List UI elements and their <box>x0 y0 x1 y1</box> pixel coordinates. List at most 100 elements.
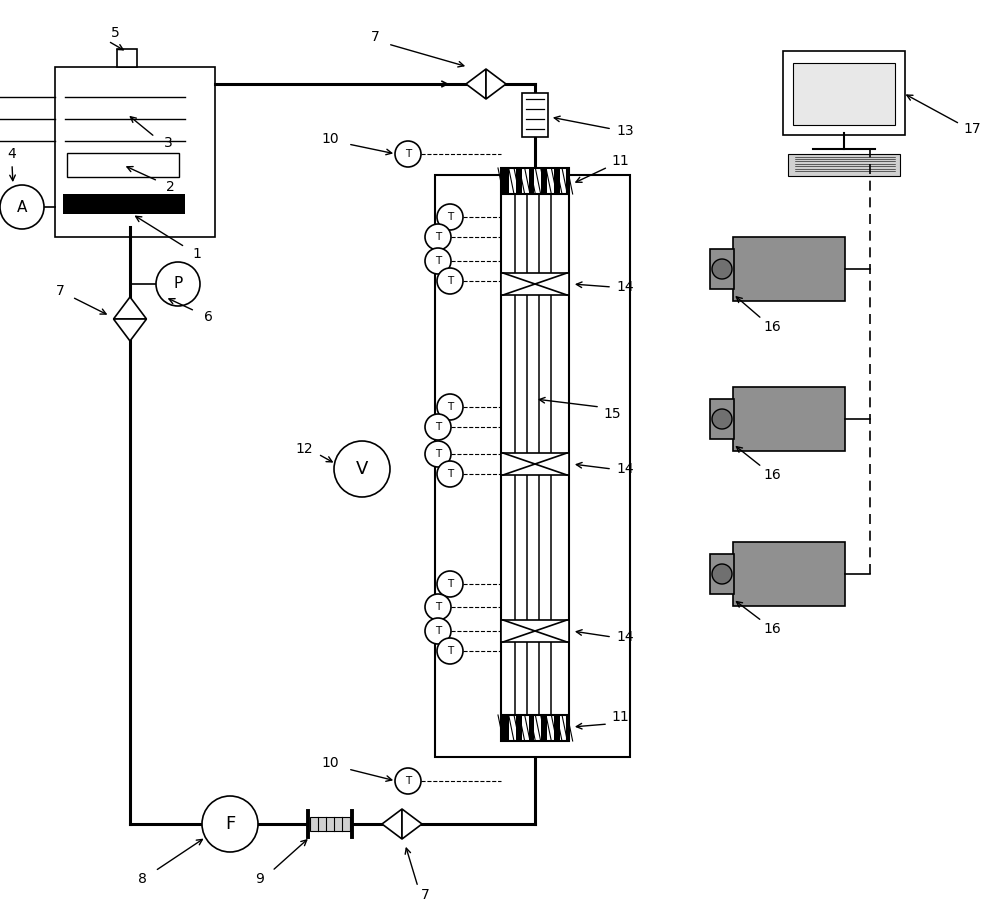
Text: 12: 12 <box>295 442 313 456</box>
Text: 10: 10 <box>321 132 339 146</box>
Text: 14: 14 <box>616 630 634 644</box>
Text: 16: 16 <box>763 622 781 636</box>
FancyBboxPatch shape <box>529 715 534 741</box>
Circle shape <box>437 268 463 294</box>
Text: P: P <box>173 277 183 291</box>
Circle shape <box>425 414 451 440</box>
FancyBboxPatch shape <box>516 715 522 741</box>
Text: 17: 17 <box>963 122 981 136</box>
FancyBboxPatch shape <box>733 387 845 451</box>
Text: V: V <box>356 460 368 478</box>
FancyBboxPatch shape <box>733 237 845 301</box>
Circle shape <box>437 571 463 597</box>
Polygon shape <box>114 297 146 319</box>
Text: T: T <box>447 276 453 286</box>
Circle shape <box>437 394 463 420</box>
Text: T: T <box>435 626 441 636</box>
Text: T: T <box>435 422 441 432</box>
Circle shape <box>712 409 732 429</box>
FancyBboxPatch shape <box>541 715 547 741</box>
Text: T: T <box>405 776 411 786</box>
FancyBboxPatch shape <box>554 715 560 741</box>
Text: 15: 15 <box>603 407 621 421</box>
Text: T: T <box>447 579 453 589</box>
FancyBboxPatch shape <box>55 67 215 237</box>
Text: 1: 1 <box>193 247 201 261</box>
FancyBboxPatch shape <box>435 175 630 757</box>
Text: T: T <box>435 602 441 612</box>
FancyBboxPatch shape <box>516 168 522 194</box>
FancyBboxPatch shape <box>503 168 509 194</box>
FancyBboxPatch shape <box>522 93 548 137</box>
Circle shape <box>437 204 463 230</box>
Text: T: T <box>447 402 453 412</box>
Polygon shape <box>466 69 486 99</box>
FancyBboxPatch shape <box>783 51 905 135</box>
Text: A: A <box>17 199 27 214</box>
FancyBboxPatch shape <box>710 554 734 594</box>
Text: 4: 4 <box>8 147 16 161</box>
Polygon shape <box>382 809 402 839</box>
Text: 6: 6 <box>204 310 212 324</box>
FancyBboxPatch shape <box>710 399 734 439</box>
Text: 7: 7 <box>56 284 64 298</box>
Text: 11: 11 <box>611 710 629 724</box>
Text: F: F <box>225 815 235 833</box>
FancyBboxPatch shape <box>541 168 547 194</box>
Circle shape <box>0 185 44 229</box>
Circle shape <box>425 594 451 620</box>
Polygon shape <box>114 319 146 341</box>
Circle shape <box>425 441 451 467</box>
Circle shape <box>712 564 732 584</box>
Text: 13: 13 <box>616 124 634 138</box>
FancyBboxPatch shape <box>503 715 509 741</box>
Polygon shape <box>402 809 422 839</box>
Circle shape <box>425 618 451 644</box>
Text: T: T <box>435 232 441 242</box>
FancyBboxPatch shape <box>710 249 734 289</box>
Circle shape <box>395 141 421 167</box>
FancyBboxPatch shape <box>117 49 137 67</box>
Circle shape <box>425 248 451 274</box>
Text: T: T <box>435 256 441 266</box>
FancyBboxPatch shape <box>503 715 567 741</box>
Text: 7: 7 <box>421 888 429 902</box>
Circle shape <box>437 638 463 664</box>
FancyBboxPatch shape <box>503 168 567 194</box>
Circle shape <box>425 224 451 250</box>
FancyBboxPatch shape <box>529 168 534 194</box>
Text: T: T <box>447 469 453 479</box>
FancyBboxPatch shape <box>310 817 350 831</box>
Text: T: T <box>447 212 453 222</box>
FancyBboxPatch shape <box>501 620 569 642</box>
Text: 9: 9 <box>256 872 264 886</box>
Text: 14: 14 <box>616 462 634 476</box>
FancyBboxPatch shape <box>554 168 560 194</box>
Text: T: T <box>447 646 453 656</box>
FancyBboxPatch shape <box>501 273 569 295</box>
Text: 10: 10 <box>321 756 339 770</box>
Circle shape <box>712 259 732 279</box>
Circle shape <box>334 441 390 497</box>
FancyBboxPatch shape <box>67 153 179 177</box>
FancyBboxPatch shape <box>733 542 845 606</box>
Circle shape <box>395 768 421 794</box>
Text: 16: 16 <box>763 468 781 482</box>
Polygon shape <box>486 69 506 99</box>
Circle shape <box>437 461 463 487</box>
FancyBboxPatch shape <box>63 194 185 214</box>
Text: T: T <box>405 149 411 159</box>
Text: 8: 8 <box>138 872 146 886</box>
Text: 5: 5 <box>111 26 119 40</box>
Text: 3: 3 <box>164 136 172 150</box>
FancyBboxPatch shape <box>793 63 895 125</box>
Text: 16: 16 <box>763 320 781 334</box>
FancyBboxPatch shape <box>501 453 569 475</box>
Text: 2: 2 <box>166 180 174 194</box>
Circle shape <box>202 796 258 852</box>
Circle shape <box>156 262 200 306</box>
FancyBboxPatch shape <box>788 154 900 176</box>
Text: 14: 14 <box>616 280 634 294</box>
Text: T: T <box>435 449 441 459</box>
Text: 11: 11 <box>611 154 629 168</box>
